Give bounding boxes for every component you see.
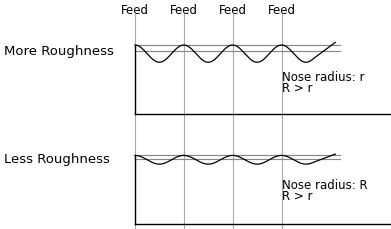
Text: Less Roughness: Less Roughness (4, 153, 110, 166)
Text: R > r: R > r (282, 82, 312, 95)
Text: Nose radius: r: Nose radius: r (282, 70, 364, 83)
Text: Feed: Feed (267, 4, 296, 17)
Text: Nose radius: R: Nose radius: R (282, 178, 367, 191)
Text: More Roughness: More Roughness (4, 45, 114, 58)
Text: Feed: Feed (121, 4, 149, 17)
Text: Feed: Feed (170, 4, 198, 17)
Text: Feed: Feed (219, 4, 247, 17)
Text: R > r: R > r (282, 189, 312, 202)
